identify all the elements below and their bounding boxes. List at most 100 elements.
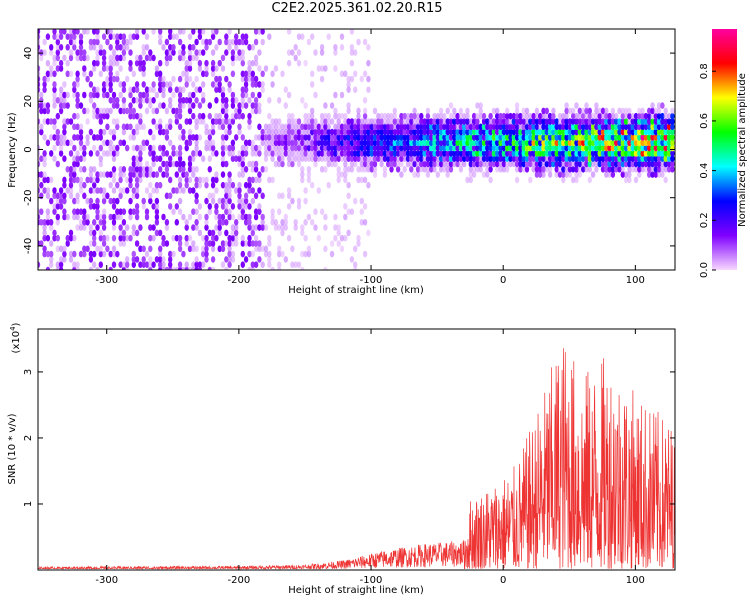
heatmap-cell: [323, 213, 328, 221]
heatmap-cell: [111, 59, 117, 67]
heatmap-cell: [614, 150, 619, 157]
heatmap-cell: [98, 134, 104, 141]
heatmap-cell: [448, 102, 454, 109]
heatmap-cell: [508, 118, 513, 125]
heatmap-cell: [286, 134, 292, 141]
heatmap-cell: [660, 166, 665, 173]
heatmap-cell: [650, 144, 655, 152]
heatmap-cell: [356, 150, 361, 157]
heatmap-cell: [78, 49, 84, 56]
heatmap-cell: [564, 123, 569, 131]
heatmap-cell: [471, 128, 477, 136]
heatmap-cell: [343, 234, 348, 242]
heatmap-cell: [538, 123, 543, 131]
heatmap-cell: [78, 144, 84, 152]
heatmap-cell: [121, 54, 127, 62]
heatmap-cell: [501, 150, 507, 157]
heatmap-cell: [234, 155, 239, 162]
heatmap-cell: [158, 86, 163, 93]
heatmap-cell: [95, 266, 100, 270]
heatmap-cell: [514, 144, 520, 152]
heatmap-cell: [343, 203, 348, 210]
heatmap-cell: [168, 155, 173, 162]
heatmap-cell: [247, 187, 252, 194]
heatmap-cell: [75, 213, 80, 221]
heatmap-cell: [319, 112, 325, 120]
heatmap-cell: [204, 240, 209, 247]
heatmap-cell: [95, 176, 100, 184]
heatmap-cell: [610, 118, 616, 125]
heatmap-cell: [392, 107, 397, 115]
x-tick-label: -300: [95, 275, 118, 286]
heatmap-cell: [98, 118, 104, 125]
heatmap-cell: [339, 123, 345, 131]
heatmap-cell: [369, 150, 374, 157]
heatmap-cell: [306, 144, 312, 152]
heatmap-cell: [458, 128, 464, 136]
heatmap-cell: [148, 144, 153, 152]
heatmap-cell: [577, 166, 582, 173]
heatmap-cell: [250, 176, 255, 184]
heatmap-cell: [283, 219, 288, 226]
heatmap-cell: [650, 102, 655, 109]
heatmap-cell: [630, 155, 635, 162]
heatmap-cell: [88, 224, 94, 231]
heatmap-cell: [399, 112, 404, 120]
heatmap-cell: [168, 176, 173, 184]
heatmap-cell: [359, 166, 364, 173]
heatmap-cell: [303, 112, 308, 120]
heatmap-cell: [184, 59, 189, 67]
heatmap-cell: [290, 261, 295, 269]
heatmap-cell: [604, 139, 609, 147]
heatmap-cell: [247, 112, 252, 120]
heatmap-cell: [277, 128, 282, 136]
heatmap-cell: [514, 155, 520, 162]
heatmap-cell: [181, 187, 186, 194]
heatmap-cell: [158, 81, 163, 88]
heatmap-cell: [319, 208, 325, 215]
heatmap-cell: [187, 128, 193, 136]
heatmap-cell: [49, 224, 54, 231]
heatmap-cell: [343, 118, 348, 125]
heatmap-cell: [181, 160, 186, 168]
heatmap-cell: [643, 134, 649, 141]
heatmap-cell: [438, 123, 444, 131]
heatmap-cell: [366, 134, 371, 141]
heatmap-cell: [270, 144, 275, 152]
heatmap-cell: [551, 128, 556, 136]
heatmap-cell: [597, 118, 602, 125]
heatmap-cell: [310, 128, 315, 136]
heatmap-cell: [260, 38, 265, 46]
heatmap-cell: [425, 139, 431, 147]
heatmap-cell: [230, 59, 236, 67]
heatmap-cell: [72, 166, 77, 173]
heatmap-cell: [376, 123, 381, 131]
heatmap-cell: [247, 75, 252, 83]
heatmap-cell: [191, 240, 196, 247]
heatmap-cell: [415, 155, 421, 162]
heatmap-cell: [128, 208, 133, 215]
heatmap-cell: [141, 256, 146, 263]
heatmap-cell: [194, 192, 199, 200]
heatmap-cell: [277, 224, 282, 231]
heatmap-cell: [164, 81, 170, 88]
heatmap-cell: [353, 160, 358, 168]
heatmap-cell: [42, 38, 47, 46]
heatmap-cell: [402, 123, 407, 131]
heatmap-cell: [614, 128, 619, 136]
heatmap-cell: [498, 150, 503, 157]
heatmap-cell: [604, 112, 609, 120]
heatmap-cell: [475, 134, 480, 141]
heatmap-cell: [240, 70, 245, 78]
heatmap-cell: [617, 166, 622, 173]
heatmap-cell: [514, 112, 520, 120]
heatmap-cell: [587, 160, 592, 168]
heatmap-cell: [95, 49, 100, 56]
heatmap-cell: [45, 192, 51, 200]
heatmap-cell: [214, 203, 219, 210]
heatmap-cell: [346, 118, 351, 125]
heatmap-cell: [171, 49, 176, 56]
x-tick-label: -100: [360, 575, 383, 586]
heatmap-cell: [118, 65, 123, 72]
heatmap-cell: [217, 197, 222, 205]
